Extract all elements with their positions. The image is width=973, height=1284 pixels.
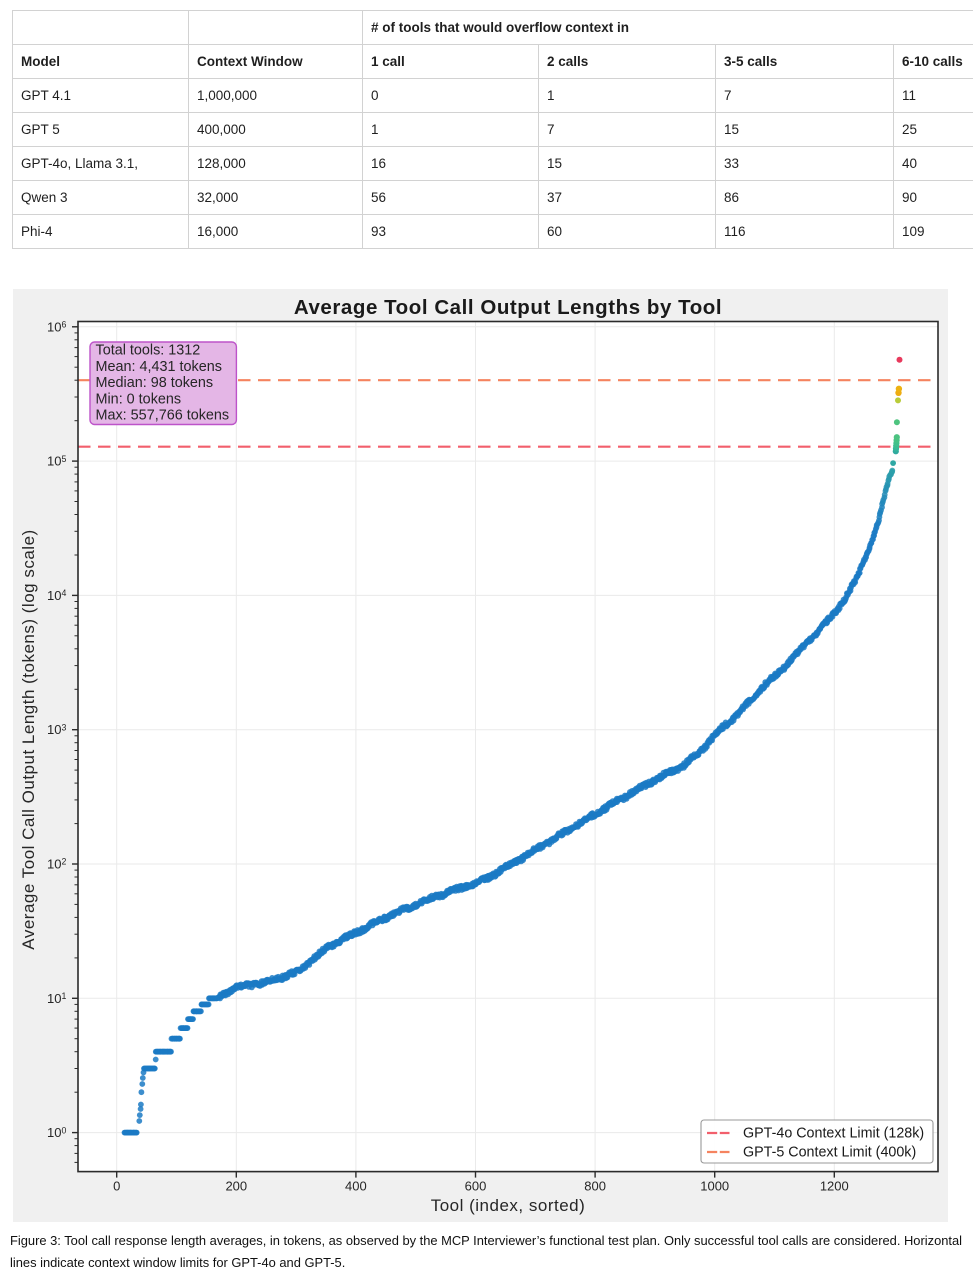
svg-text:600: 600 xyxy=(465,1179,487,1194)
svg-text:10: 10 xyxy=(47,857,61,872)
svg-text:GPT-4o Context Limit (128k): GPT-4o Context Limit (128k) xyxy=(743,1126,924,1142)
svg-text:Median: 98 tokens: Median: 98 tokens xyxy=(96,375,214,391)
svg-text:1: 1 xyxy=(62,991,67,1001)
svg-text:10: 10 xyxy=(47,722,61,737)
svg-text:3: 3 xyxy=(62,722,67,732)
svg-text:Tool (index, sorted): Tool (index, sorted) xyxy=(431,1196,586,1215)
svg-text:0: 0 xyxy=(62,1125,67,1135)
svg-text:10: 10 xyxy=(47,319,61,334)
svg-text:800: 800 xyxy=(584,1179,606,1194)
svg-text:10: 10 xyxy=(47,588,61,603)
svg-text:Average Tool Call Output Lengt: Average Tool Call Output Length (tokens)… xyxy=(19,529,38,949)
svg-text:Min: 0 tokens: Min: 0 tokens xyxy=(96,391,182,407)
svg-text:4: 4 xyxy=(62,588,67,598)
svg-text:6: 6 xyxy=(62,320,67,330)
svg-text:Mean: 4,431 tokens: Mean: 4,431 tokens xyxy=(96,359,222,375)
svg-text:10: 10 xyxy=(47,454,61,469)
svg-text:1000: 1000 xyxy=(700,1179,729,1194)
svg-text:200: 200 xyxy=(225,1179,247,1194)
svg-text:2: 2 xyxy=(62,857,67,867)
svg-text:10: 10 xyxy=(47,1125,61,1140)
svg-text:10: 10 xyxy=(47,991,61,1006)
svg-text:Average Tool Call Output Lengt: Average Tool Call Output Lengths by Tool xyxy=(294,296,722,319)
svg-text:400: 400 xyxy=(345,1179,367,1194)
svg-text:Max: 557,766 tokens: Max: 557,766 tokens xyxy=(96,408,230,424)
svg-text:Total tools: 1312: Total tools: 1312 xyxy=(96,343,201,359)
svg-text:GPT-5 Context Limit (400k): GPT-5 Context Limit (400k) xyxy=(743,1145,916,1161)
svg-text:0: 0 xyxy=(113,1179,120,1194)
svg-text:1200: 1200 xyxy=(820,1179,849,1194)
svg-text:5: 5 xyxy=(62,454,67,464)
